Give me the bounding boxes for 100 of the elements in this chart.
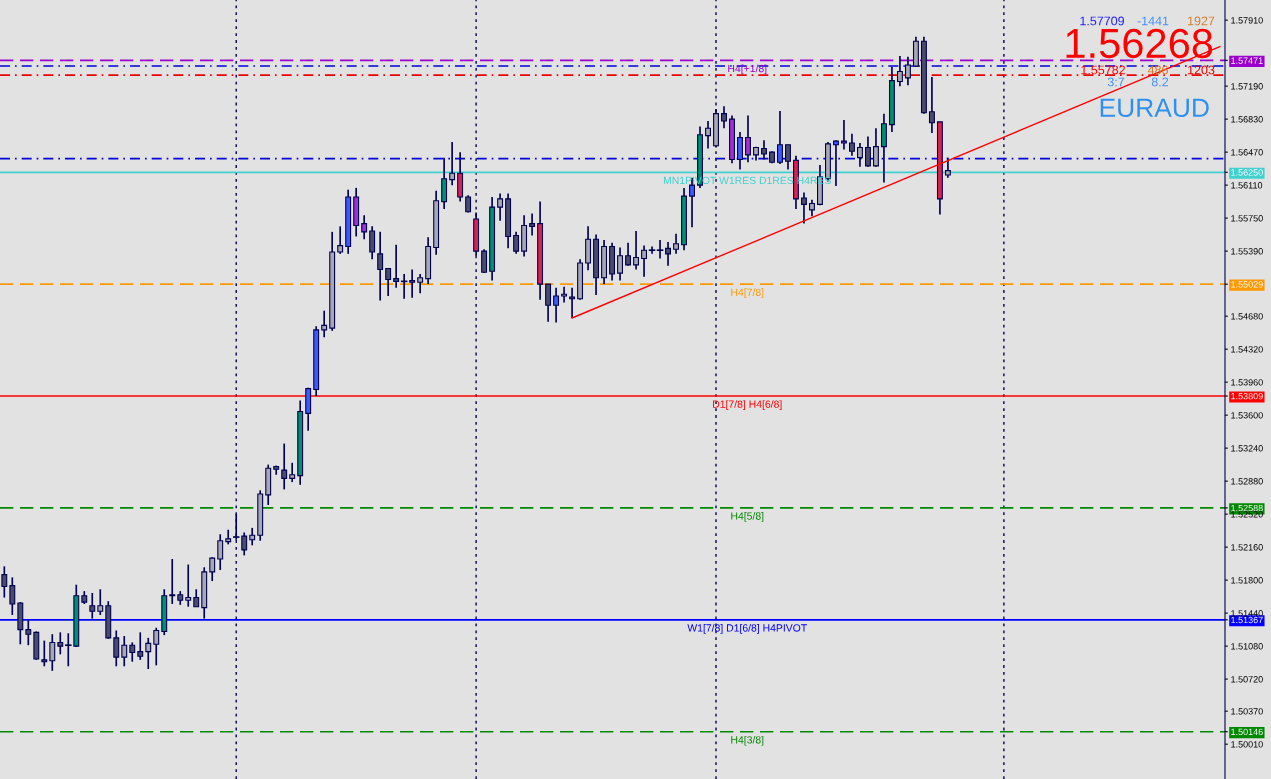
- y-tick-label: 1.56250: [1231, 169, 1263, 176]
- candlestick: [864, 135, 871, 168]
- candlestick: [97, 588, 104, 616]
- y-tick-label: 1.57910: [1231, 17, 1263, 24]
- candlestick: [385, 267, 392, 297]
- candlestick: [721, 105, 727, 130]
- y-tick-label: 1.52880: [1231, 478, 1263, 485]
- y-tick-label: 1.51800: [1231, 577, 1263, 584]
- annotation: 1203: [1188, 65, 1215, 75]
- candlestick: [633, 230, 640, 271]
- y-tick-label: 1.50720: [1231, 676, 1263, 683]
- candlestick: [393, 243, 400, 289]
- y-tick-label: 1.54680: [1231, 313, 1263, 320]
- candlestick: [665, 241, 671, 267]
- ref-line-label: H4[+1/8]: [728, 64, 767, 75]
- candlestick: [849, 132, 855, 157]
- candlestick: [137, 631, 144, 661]
- candlestick: [57, 631, 64, 656]
- candlestick: [617, 246, 624, 282]
- candlestick: [289, 461, 296, 483]
- candlestick: [9, 576, 16, 616]
- candlestick: [241, 531, 248, 557]
- candlestick: [337, 225, 344, 255]
- y-tick-label: 1.53240: [1231, 445, 1263, 452]
- candlestick: [561, 286, 568, 304]
- candlestick: [361, 214, 368, 241]
- annotation: 1.57709: [1080, 16, 1124, 26]
- annotation: 8.2: [1151, 77, 1169, 87]
- candlestick: [880, 112, 887, 184]
- y-tick-label: 1.53809: [1231, 392, 1263, 400]
- candlestick: [185, 563, 192, 608]
- annotation: 1.55782: [1081, 65, 1125, 75]
- candlestick: [209, 556, 216, 582]
- y-tick-label: 1.50146: [1231, 728, 1263, 736]
- candlestick: [441, 156, 448, 210]
- candlestick: [777, 110, 783, 165]
- candlestick: [49, 633, 56, 672]
- y-tick-label: 1.57471: [1231, 57, 1263, 64]
- y-tick-label: 1.50370: [1231, 708, 1263, 715]
- candlestick: [281, 442, 288, 491]
- y-tick-label: 1.55390: [1231, 248, 1263, 255]
- candlestick: [153, 626, 160, 667]
- candlestick: [833, 139, 839, 187]
- annotation: EURAUD: [1100, 98, 1209, 118]
- candlestick: [904, 55, 911, 87]
- candlestick: [673, 232, 679, 255]
- annotation: 1927: [1188, 16, 1215, 26]
- y-tick-label: 1.56470: [1231, 149, 1263, 156]
- ref-line-label: H4[3/8]: [731, 735, 764, 746]
- y-tick-label: 1.50010: [1231, 741, 1263, 748]
- candlestick: [369, 225, 376, 261]
- y-tick-label: 1.54320: [1231, 346, 1263, 353]
- candlestick: [745, 114, 751, 164]
- y-tick-label: 1.55750: [1231, 215, 1263, 222]
- candlestick: [513, 231, 520, 255]
- y-tick-label: 1.51080: [1231, 643, 1263, 650]
- y-tick-label: 1.51367: [1231, 616, 1263, 624]
- candlestick: [801, 191, 807, 225]
- candlestick: [449, 141, 456, 186]
- y-tick-label: 1.52588: [1231, 504, 1263, 512]
- candlestick: [169, 558, 176, 605]
- ref-line-label: H4[5/8]: [731, 512, 764, 522]
- candlestick: [129, 641, 136, 663]
- candlestick: [944, 156, 951, 179]
- y-tick-label: 1.57190: [1231, 83, 1263, 90]
- candlestick: [217, 533, 224, 571]
- candlestick: [409, 268, 416, 299]
- y-tick-label: 1.56110: [1231, 182, 1263, 189]
- candlestick: [841, 119, 847, 151]
- candlestick: [872, 127, 879, 168]
- candlestick: [377, 231, 384, 302]
- candlestick: [705, 120, 711, 150]
- annotation: -1441: [1137, 16, 1169, 26]
- candlestick: [656, 239, 664, 260]
- candlestick: [417, 273, 424, 295]
- candlestick: [553, 286, 560, 324]
- y-tick-label: 1.53960: [1231, 379, 1263, 386]
- ref-line-label: W1[7/8] D1[6/8] H4PIVOT: [687, 623, 807, 634]
- candlestick: [89, 592, 96, 620]
- candlestick: [857, 142, 863, 168]
- candlestick: [497, 192, 504, 222]
- candlestick: [25, 619, 32, 647]
- candlestick: [457, 151, 464, 203]
- candlestick: [145, 637, 152, 670]
- annotation: 1.56268: [1066, 28, 1213, 59]
- candlestick: [529, 212, 536, 237]
- candlestick: [569, 286, 576, 319]
- ref-line-label: D1[7/8] H4[6/8]: [713, 400, 782, 410]
- y-tick-label: 1.52160: [1231, 544, 1263, 551]
- y-tick-label: 1.53600: [1231, 412, 1263, 419]
- y-tick-label: 1.55029: [1231, 281, 1263, 288]
- candlestick: [737, 131, 743, 171]
- ref-line-label: H4[7/8]: [731, 288, 764, 299]
- candlestick: [585, 225, 592, 272]
- candlestick: [625, 242, 632, 267]
- candlestick: [641, 244, 648, 278]
- candlestick: [928, 76, 935, 134]
- candlestick: [321, 309, 328, 339]
- candlestick: [785, 143, 791, 171]
- candlestick: [121, 635, 128, 668]
